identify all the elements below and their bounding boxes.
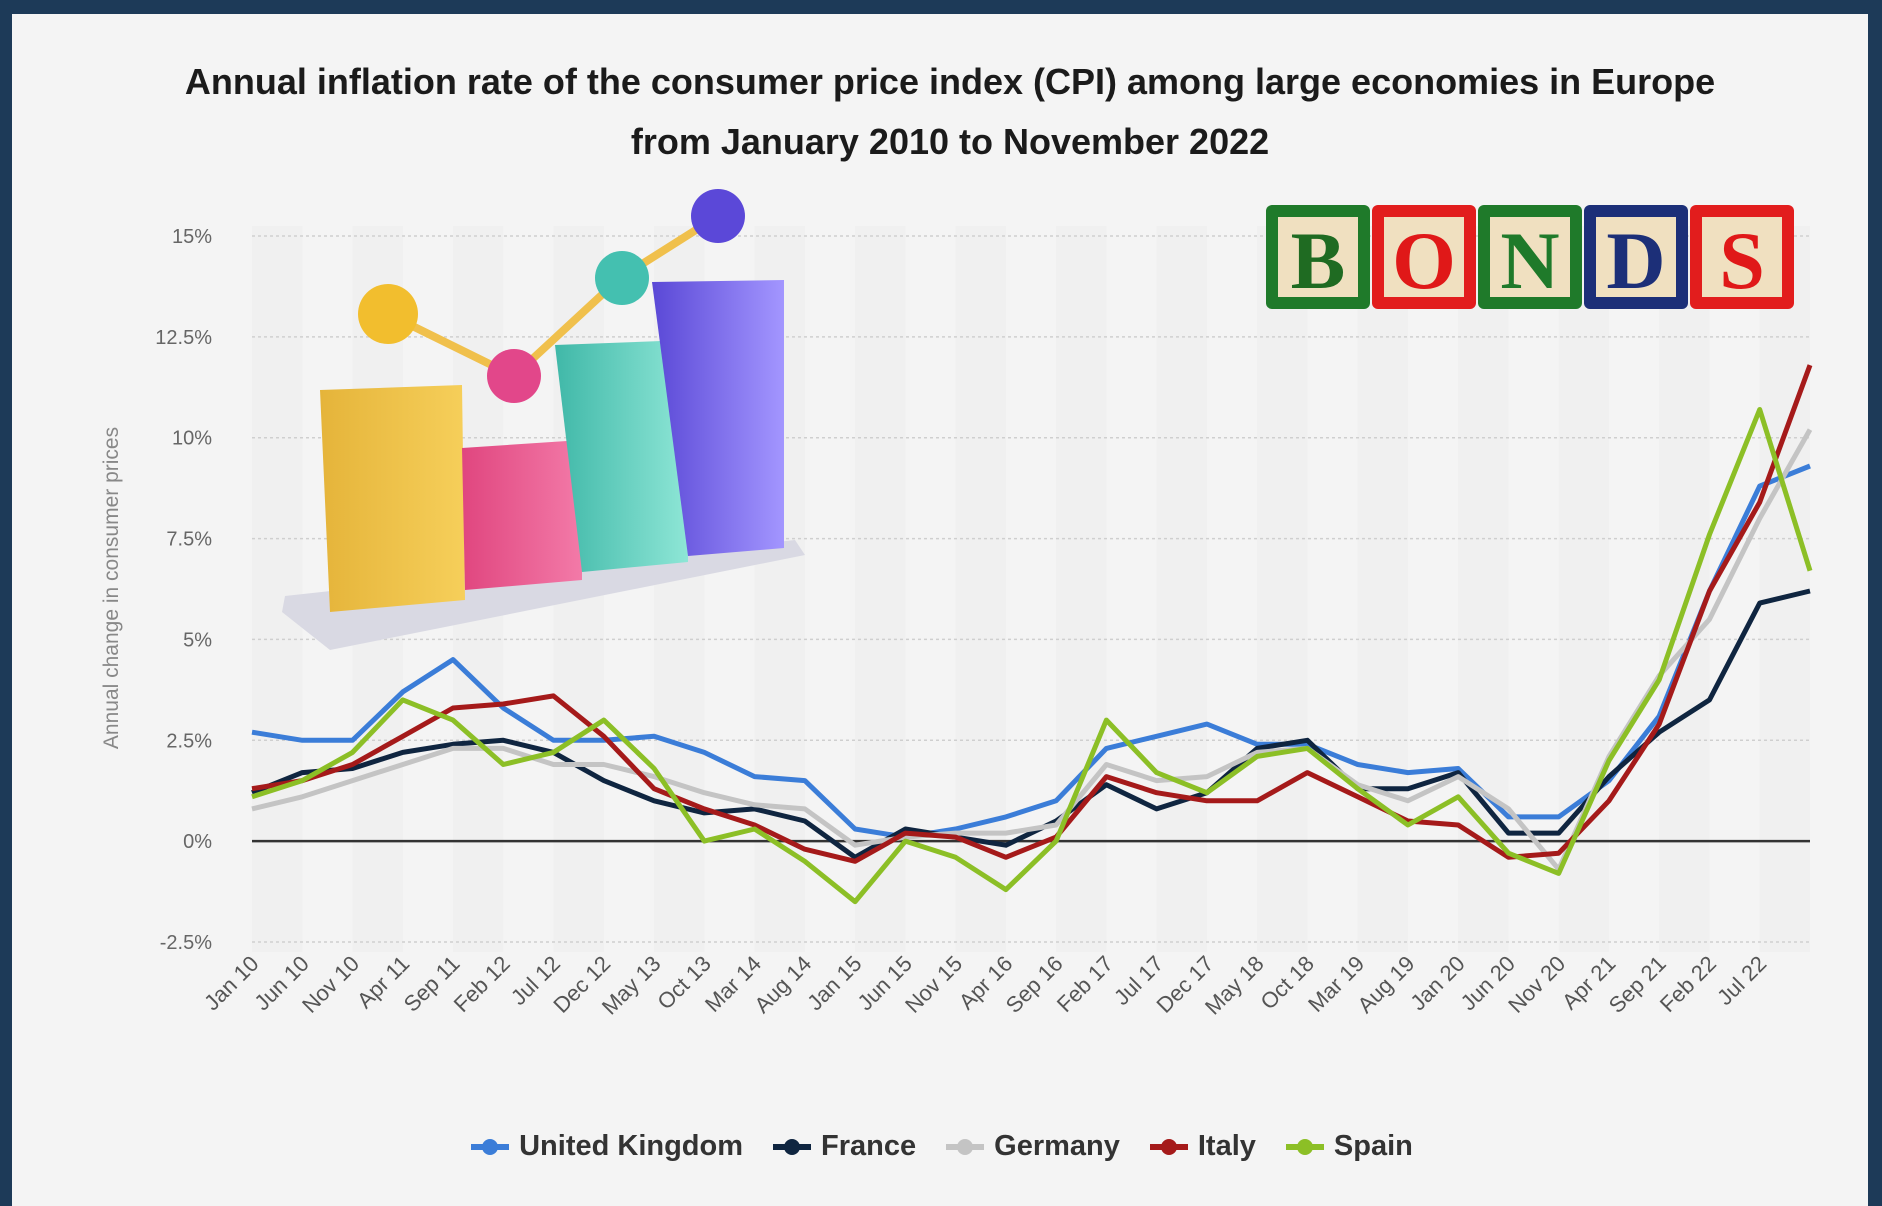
legend-item: France xyxy=(771,1130,916,1163)
x-tick-label: Sep 16 xyxy=(1001,951,1068,1018)
x-tick-label: Jan 20 xyxy=(1405,951,1469,1015)
x-tick-label: Nov 15 xyxy=(900,951,967,1018)
legend-item: Spain xyxy=(1284,1130,1413,1163)
x-tick-label: Jul 22 xyxy=(1712,951,1771,1010)
legend-label: United Kingdom xyxy=(519,1130,743,1163)
legend-item: United Kingdom xyxy=(469,1130,743,1163)
badge-letter: D xyxy=(1606,215,1665,306)
x-tick-label: Sep 11 xyxy=(399,951,465,1017)
legend-label: France xyxy=(821,1130,916,1163)
x-tick-label: Aug 19 xyxy=(1352,951,1419,1018)
badge-letter: O xyxy=(1392,215,1456,306)
legend-swatch xyxy=(1148,1137,1190,1157)
legend-swatch xyxy=(1284,1137,1326,1157)
x-tick-label: Sep 21 xyxy=(1604,951,1671,1018)
legend: United Kingdom France Germany Italy Spain xyxy=(0,1130,1882,1163)
plot-stripe xyxy=(252,226,302,952)
clipart-dot xyxy=(595,251,649,305)
y-tick-label: 0% xyxy=(183,831,212,853)
legend-swatch xyxy=(771,1137,813,1157)
x-tick-label: Feb 17 xyxy=(1052,951,1118,1017)
plot-stripe xyxy=(1257,226,1307,952)
y-tick-label: 15% xyxy=(172,226,212,248)
clipart-dot xyxy=(358,284,418,344)
x-tick-label: Aug 14 xyxy=(749,951,816,1018)
plot-stripe xyxy=(1659,226,1709,952)
y-tick-label: 12.5% xyxy=(155,327,212,349)
plot-stripe xyxy=(1760,226,1810,952)
legend-item: Italy xyxy=(1148,1130,1256,1163)
y-tick-label: 10% xyxy=(172,428,212,450)
y-tick-label: 5% xyxy=(183,629,212,651)
badge-letter: S xyxy=(1719,215,1765,306)
legend-label: Spain xyxy=(1334,1130,1413,1163)
page: {"chart_data":{"type":"line", "title":"A… xyxy=(0,0,1882,1206)
x-tick-label: Jan 15 xyxy=(802,951,866,1015)
x-tick-label: Nov 20 xyxy=(1503,951,1570,1018)
clipart-dot xyxy=(691,189,745,243)
y-tick-label: 2.5% xyxy=(166,730,212,752)
legend-dot xyxy=(1297,1139,1313,1155)
badge-letter: B xyxy=(1291,215,1346,306)
legend-swatch xyxy=(469,1137,511,1157)
legend-dot xyxy=(957,1139,973,1155)
plot-stripe xyxy=(1056,226,1106,952)
badge-letter: N xyxy=(1500,215,1559,306)
x-tick-label: Feb 22 xyxy=(1655,951,1721,1017)
legend-swatch xyxy=(944,1137,986,1157)
chart: Annual change in consumer prices -2.5% 0%… xyxy=(0,0,1882,1206)
legend-item: Germany xyxy=(944,1130,1120,1163)
legend-dot xyxy=(784,1139,800,1155)
x-tick-label: Nov 10 xyxy=(297,951,364,1018)
clipart-dot xyxy=(487,349,541,403)
plot-stripe xyxy=(1157,226,1207,952)
plot-stripe xyxy=(1358,226,1408,952)
legend-label: Italy xyxy=(1198,1130,1256,1163)
x-tick-label: Feb 12 xyxy=(449,951,515,1017)
y-tick-label: 7.5% xyxy=(166,529,212,551)
legend-dot xyxy=(482,1139,498,1155)
y-axis-label: Annual change in consumer prices xyxy=(100,427,123,749)
legend-label: Germany xyxy=(994,1130,1120,1163)
clipart-bar xyxy=(462,440,582,590)
legend-dot xyxy=(1161,1139,1177,1155)
x-tick-label: Jan 10 xyxy=(199,951,263,1015)
y-tick-label: -2.5% xyxy=(160,932,212,954)
clipart-bar xyxy=(320,385,465,612)
